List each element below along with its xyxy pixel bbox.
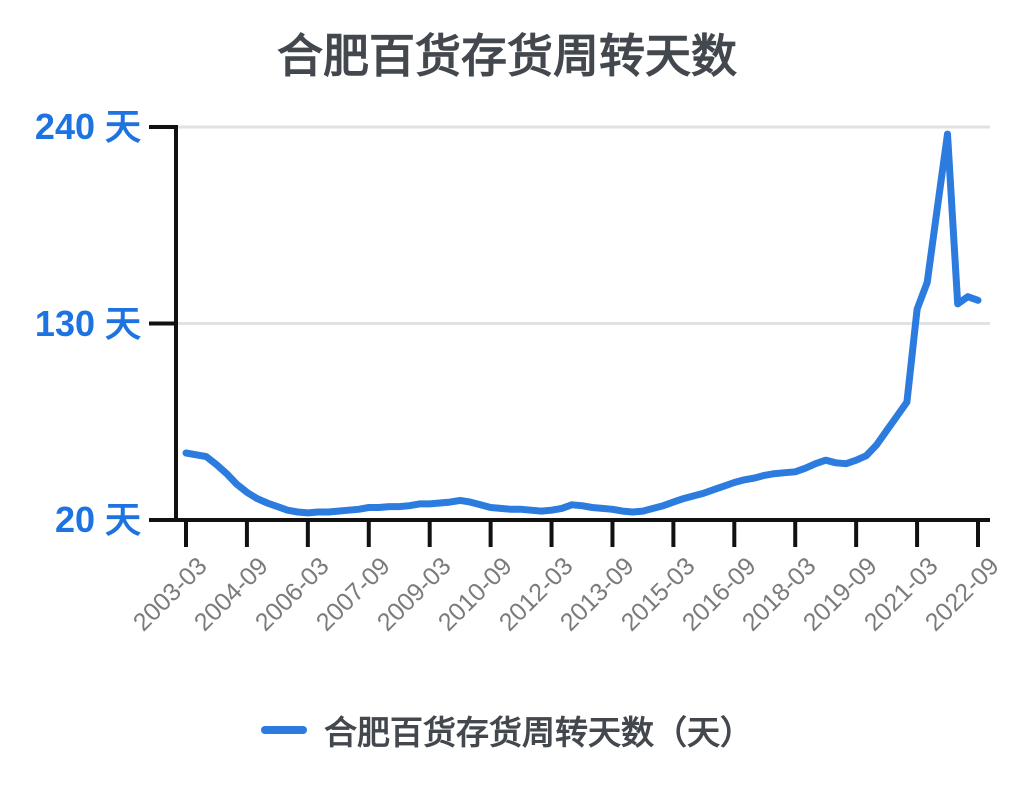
legend-label: 合肥百货存货周转天数（天）: [324, 714, 753, 751]
y-axis-label: 240 天: [34, 106, 141, 147]
y-axis-label: 20 天: [54, 499, 141, 540]
series-line-turnover-days: [182, 130, 982, 517]
chart-title: 合肥百货存货周转天数: [277, 30, 737, 82]
legend: 合肥百货存货周转天数（天）: [0, 706, 1014, 754]
y-axis-label: 130 天: [34, 302, 141, 344]
legend-item-turnover-days[interactable]: 合肥百货存货周转天数（天）: [261, 706, 753, 754]
legend-line-icon: [261, 726, 307, 734]
